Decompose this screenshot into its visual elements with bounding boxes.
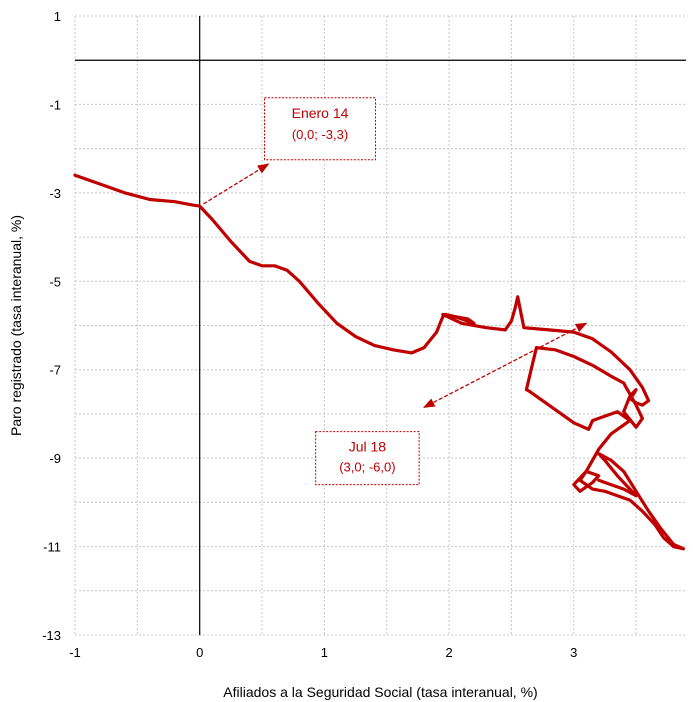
x-tick-label: 3 (570, 645, 577, 660)
y-tick-label: -3 (49, 186, 61, 201)
annotation-enero14-coords: (0,0; -3,3) (292, 127, 348, 142)
y-tick-labels: 1 -1 -3 -5 -7 -9 -11 -13 (42, 9, 61, 643)
x-tick-labels: -1 0 1 2 3 (69, 645, 577, 660)
y-tick-label: -7 (49, 363, 61, 378)
y-tick-label: -9 (49, 451, 61, 466)
y-tick-label: -1 (49, 97, 61, 112)
zero-axes (75, 16, 686, 635)
annotation-enero14-title: Enero 14 (292, 105, 349, 121)
annotation-box-jul18 (315, 431, 420, 486)
x-tick-label: 2 (445, 645, 452, 660)
data-series (73, 173, 686, 551)
y-tick-label: 1 (54, 9, 61, 24)
x-axis-title: Afiliados a la Seguridad Social (tasa in… (223, 684, 537, 700)
series-line (73, 173, 686, 551)
y-axis-title: Paro registrado (tasa interanual, %) (8, 215, 24, 436)
grid-lines (74, 15, 686, 636)
annotation-jul18-coords: (3,0; -6,0) (339, 460, 395, 475)
y-tick-label: -11 (43, 540, 61, 555)
x-tick-label: -1 (69, 645, 81, 660)
y-tick-label: -13 (42, 628, 61, 643)
x-tick-label: 1 (321, 645, 328, 660)
annotation-jul18-title: Jul 18 (349, 439, 387, 455)
x-tick-label: 0 (196, 645, 203, 660)
annotation-arrow-enero14 (203, 163, 270, 205)
annotation-arrow-jul18 (422, 322, 588, 408)
annotation-box-enero14 (264, 97, 377, 161)
annotations: Enero 14 (0,0; -3,3) Jul 18 (3,0; -6,0) (203, 97, 588, 486)
y-tick-label: -5 (49, 274, 61, 289)
